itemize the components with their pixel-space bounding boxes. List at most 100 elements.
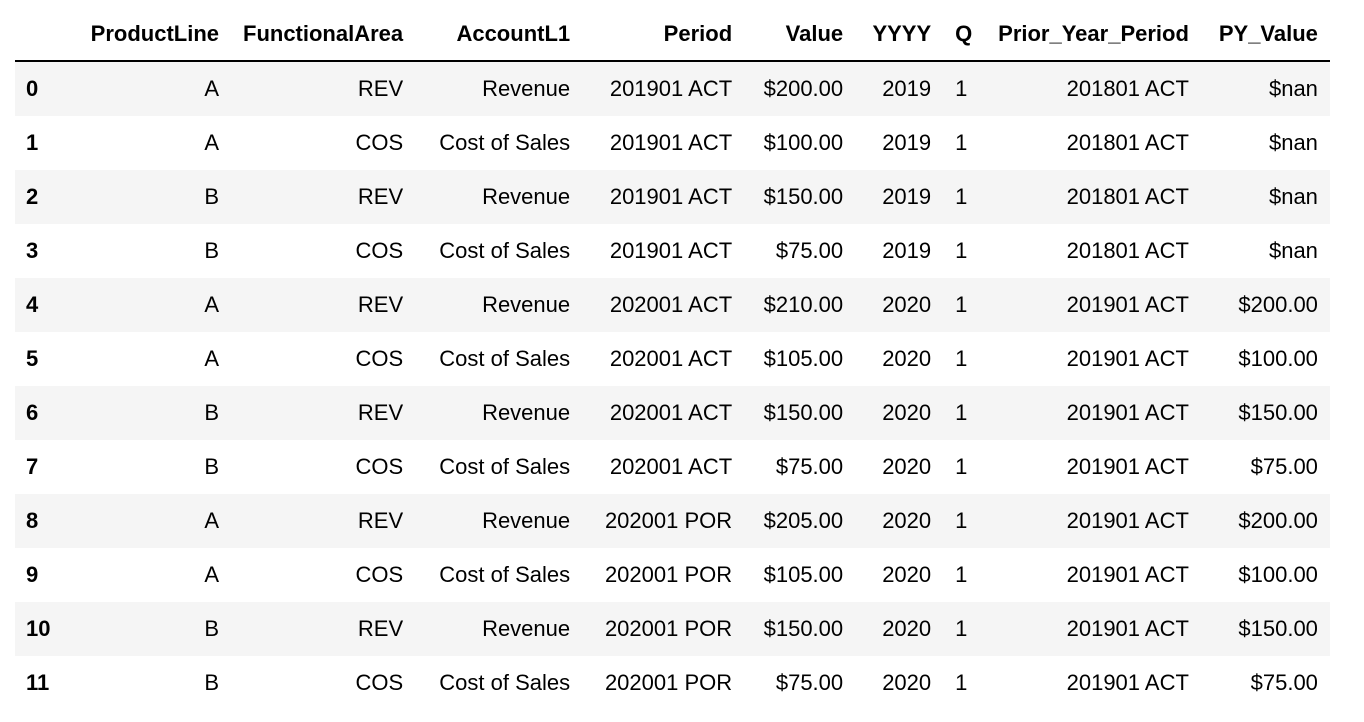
yyyy-cell: 2019 [882,238,932,263]
table-header: ProductLine FunctionalArea AccountL1 Per… [15,8,1330,62]
value-cell: $75.00 [775,670,844,695]
functionalarea-cell: COS [355,670,404,695]
prior-year-period-cell: 201901 ACT [1066,400,1189,425]
q-cell: 1 [955,130,968,155]
functionalarea-cell: REV [357,616,404,641]
period-cell: 202001 POR [604,616,733,641]
py-value-cell: $100.00 [1238,346,1318,371]
accountl1-cell: Cost of Sales [439,562,571,587]
table-body: 0 A REV Revenue 201901 ACT $200.00 2019 1 201801… [15,61,1330,710]
yyyy-cell: 2020 [882,562,932,587]
q-cell: 1 [955,76,968,101]
functionalarea-cell: COS [355,454,404,479]
column-header-period: Period [582,8,745,62]
functionalarea-cell: COS [355,238,404,263]
row-index: 5 [26,346,39,371]
dataframe-output: ProductLine FunctionalArea AccountL1 Per… [15,8,1330,710]
py-value-cell: $200.00 [1238,508,1318,533]
prior-year-period-cell: 201901 ACT [1066,562,1189,587]
prior-year-period-cell: 201901 ACT [1066,346,1189,371]
table-row: 9 A COS Cost of Sales 202001 POR $105.00 2020 1… [15,548,1330,602]
productline-cell: A [204,130,219,155]
value-cell: $150.00 [763,400,844,425]
py-value-cell: $nan [1268,76,1318,101]
column-header-value: Value [744,8,856,62]
productline-cell: B [204,238,219,263]
column-header-yyyy: YYYY [855,8,944,62]
table-row: 1 A COS Cost of Sales 201901 ACT $100.00 2019 1… [15,116,1330,170]
productline-cell: B [204,184,219,209]
py-value-cell: $nan [1268,238,1318,263]
productline-cell: B [204,454,219,479]
q-cell: 1 [955,562,968,587]
accountl1-cell: Cost of Sales [439,454,571,479]
yyyy-cell: 2020 [882,292,932,317]
row-index: 11 [26,670,50,695]
q-cell: 1 [955,670,968,695]
accountl1-cell: Cost of Sales [439,670,571,695]
table-row: 0 A REV Revenue 201901 ACT $200.00 2019 1 201801… [15,61,1330,116]
table-row: 7 B COS Cost of Sales 202001 ACT $75.00 2020 1 2… [15,440,1330,494]
yyyy-cell: 2020 [882,670,932,695]
value-cell: $150.00 [763,616,844,641]
dataframe-table: ProductLine FunctionalArea AccountL1 Per… [15,8,1330,710]
period-cell: 202001 ACT [609,454,733,479]
yyyy-cell: 2019 [882,130,932,155]
productline-cell: A [204,292,219,317]
period-cell: 202001 POR [604,508,733,533]
functionalarea-cell: REV [357,292,404,317]
yyyy-cell: 2019 [882,184,932,209]
productline-cell: A [204,508,219,533]
column-header-py-value: PY_Value [1200,8,1330,62]
py-value-cell: $75.00 [1250,454,1318,479]
q-cell: 1 [955,346,968,371]
row-index: 7 [26,454,39,479]
accountl1-cell: Revenue [482,616,571,641]
row-index: 6 [26,400,39,425]
period-cell: 201901 ACT [609,238,733,263]
row-index: 2 [26,184,39,209]
period-cell: 202001 ACT [609,292,733,317]
row-index: 10 [26,616,51,641]
column-header-prior-year-period: Prior_Year_Period [986,8,1201,62]
py-value-cell: $200.00 [1238,292,1318,317]
period-cell: 202001 ACT [609,400,733,425]
value-cell: $100.00 [763,130,844,155]
py-value-cell: $75.00 [1250,670,1318,695]
row-index: 9 [26,562,39,587]
accountl1-cell: Revenue [482,184,571,209]
accountl1-cell: Revenue [482,76,571,101]
functionalarea-cell: REV [357,76,404,101]
py-value-cell: $100.00 [1238,562,1318,587]
q-cell: 1 [955,400,968,425]
q-cell: 1 [955,454,968,479]
table-row: 8 A REV Revenue 202001 POR $205.00 2020 1 201901… [15,494,1330,548]
table-row: 3 B COS Cost of Sales 201901 ACT $75.00 2019 1 2… [15,224,1330,278]
row-index: 3 [26,238,39,263]
row-index: 8 [26,508,39,533]
yyyy-cell: 2020 [882,454,932,479]
table-row: 11 B COS Cost of Sales 202001 POR $75.00 2020 1… [15,656,1330,710]
column-header-functionalarea: FunctionalArea [231,8,416,62]
value-cell: $105.00 [763,562,844,587]
q-cell: 1 [955,508,968,533]
prior-year-period-cell: 201901 ACT [1066,292,1189,317]
productline-cell: A [204,562,219,587]
functionalarea-cell: REV [357,400,404,425]
index-header [15,8,78,62]
period-cell: 201901 ACT [609,76,733,101]
py-value-cell: $150.00 [1238,616,1318,641]
value-cell: $205.00 [763,508,844,533]
prior-year-period-cell: 201901 ACT [1066,508,1189,533]
q-cell: 1 [955,292,968,317]
value-cell: $105.00 [763,346,844,371]
column-header-q: Q [943,8,987,62]
yyyy-cell: 2020 [882,616,932,641]
yyyy-cell: 2019 [882,76,932,101]
period-cell: 202001 POR [604,670,733,695]
productline-cell: A [204,76,219,101]
yyyy-cell: 2020 [882,508,932,533]
table-row: 2 B REV Revenue 201901 ACT $150.00 2019 1 201801… [15,170,1330,224]
period-cell: 202001 POR [604,562,733,587]
py-value-cell: $nan [1268,184,1318,209]
